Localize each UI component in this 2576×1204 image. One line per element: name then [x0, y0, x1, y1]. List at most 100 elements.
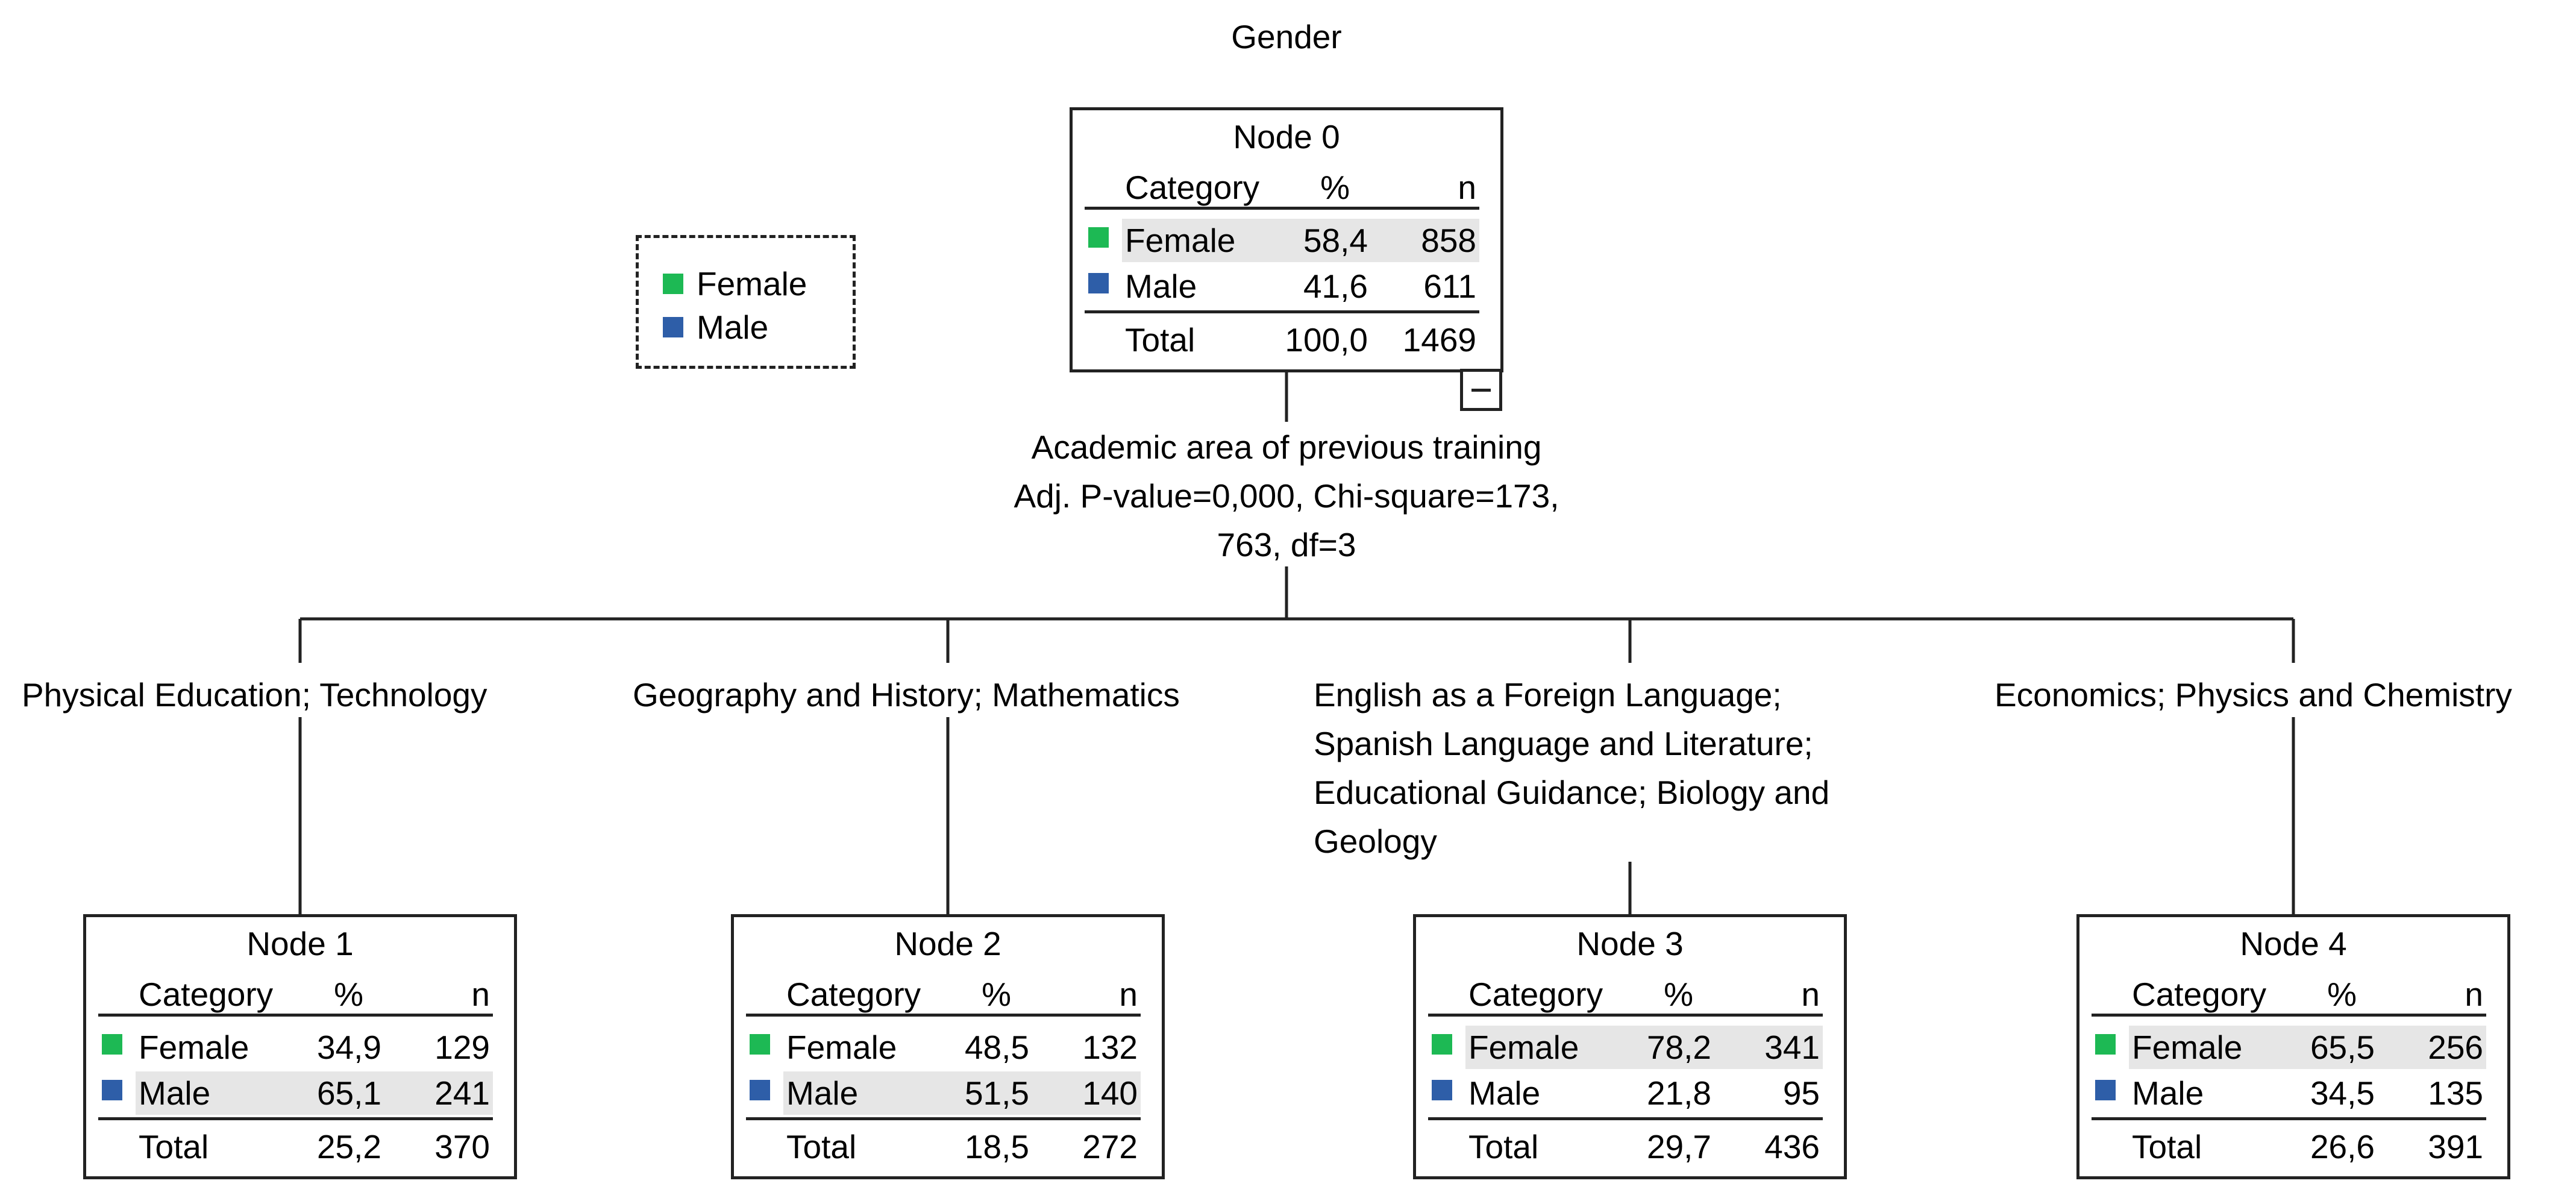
row-category: Male — [1468, 1074, 1541, 1112]
total-percent: 26,6 — [2310, 1128, 2375, 1165]
node-4[interactable]: Node 4 Category% n Female 65,5 256 Male 34,5 135… — [2076, 914, 2510, 1179]
female-swatch-icon — [102, 1034, 122, 1055]
header-rule — [1428, 1014, 1823, 1017]
female-swatch-icon — [663, 274, 683, 295]
column-header-category: Category — [2132, 976, 2267, 1013]
column-header-n: n — [1119, 976, 1138, 1013]
total-count: 272 — [1082, 1128, 1138, 1165]
header-rule — [2092, 1014, 2486, 1017]
header-rule — [1085, 207, 1479, 210]
total-percent: 18,5 — [964, 1128, 1029, 1165]
row-category: Female — [1468, 1029, 1579, 1066]
row-percent: 78,2 — [1646, 1029, 1711, 1066]
column-header-percent: % — [2327, 976, 2357, 1013]
total-rule — [746, 1117, 1141, 1120]
total-percent: 100,0 — [1285, 321, 1368, 359]
column-header-percent: % — [1320, 169, 1350, 206]
node-2[interactable]: Node 2 Category% n Female 48,5 132 Male 51,5 140… — [731, 914, 1165, 1179]
total-rule — [98, 1117, 493, 1120]
row-category: Male — [139, 1074, 211, 1112]
node-title: Node 0 — [1233, 118, 1340, 155]
female-swatch-icon — [2095, 1034, 2116, 1055]
row-percent: 58,4 — [1303, 222, 1368, 259]
column-header-n: n — [471, 976, 490, 1013]
female-swatch-icon — [1088, 227, 1109, 248]
row-count: 341 — [1764, 1029, 1820, 1066]
column-header-category: Category — [1125, 169, 1260, 206]
legend-item-female: Female — [663, 262, 807, 306]
male-swatch-icon — [1088, 273, 1109, 293]
row-count: 611 — [1423, 268, 1476, 305]
column-header-n: n — [1801, 976, 1820, 1013]
female-swatch-icon — [750, 1034, 770, 1055]
row-category: Female — [139, 1029, 249, 1066]
row-count: 858 — [1421, 222, 1476, 259]
male-swatch-icon — [1432, 1080, 1452, 1100]
split-stats-line-2: 763, df=3 — [1217, 526, 1356, 563]
legend-label: Male — [697, 309, 769, 346]
row-category: Female — [786, 1029, 897, 1066]
split-stats-line-1: Adj. P-value=0,000, Chi-square=173, — [1014, 477, 1559, 515]
row-highlight — [2129, 1026, 2486, 1069]
row-category: Male — [2132, 1074, 2204, 1112]
total-label: Total — [139, 1128, 209, 1165]
total-count: 370 — [434, 1128, 490, 1165]
column-header-n: n — [2465, 976, 2483, 1013]
split-variable-label: Academic area of previous training — [1031, 428, 1542, 466]
row-category: Male — [786, 1074, 859, 1112]
female-swatch-icon — [1432, 1034, 1452, 1055]
total-label: Total — [786, 1128, 857, 1165]
column-header-n: n — [1458, 169, 1476, 206]
total-label: Total — [1468, 1128, 1539, 1165]
branch-label: Educational Guidance; Biology and — [1314, 774, 1830, 811]
male-swatch-icon — [750, 1080, 770, 1100]
collapse-toggle-button[interactable] — [1460, 369, 1502, 411]
node-3[interactable]: Node 3 Category% n Female 78,2 341 Male 21,8 95 T… — [1413, 914, 1847, 1179]
minus-icon — [1471, 389, 1491, 392]
column-header-percent: % — [982, 976, 1011, 1013]
node-title: Node 1 — [246, 925, 354, 962]
row-percent: 41,6 — [1303, 268, 1368, 305]
header-rule — [98, 1014, 493, 1017]
diagram-title: Gender — [1231, 18, 1342, 55]
row-percent: 51,5 — [964, 1074, 1029, 1112]
node-title: Node 2 — [894, 925, 1001, 962]
column-header-category: Category — [786, 976, 921, 1013]
legend-item-male: Male — [663, 306, 768, 349]
row-count: 132 — [1082, 1029, 1138, 1066]
total-rule — [1085, 310, 1479, 313]
branch-label: English as a Foreign Language; — [1314, 676, 1782, 713]
total-rule — [1428, 1117, 1823, 1120]
node-title: Node 4 — [2240, 925, 2347, 962]
row-category: Male — [1125, 268, 1197, 305]
branch-label: Spanish Language and Literature; — [1314, 725, 1813, 762]
node-title: Node 3 — [1576, 925, 1684, 962]
total-rule — [2092, 1117, 2486, 1120]
row-category: Female — [1125, 222, 1236, 259]
row-percent: 34,5 — [2310, 1074, 2375, 1112]
row-count: 95 — [1782, 1074, 1820, 1112]
branch-label: Geography and History; Mathematics — [633, 676, 1180, 713]
male-swatch-icon — [2095, 1080, 2116, 1100]
row-count: 241 — [434, 1074, 490, 1112]
total-label: Total — [2132, 1128, 2202, 1165]
row-percent: 34,9 — [316, 1029, 381, 1066]
male-swatch-icon — [102, 1080, 122, 1100]
branch-label: Physical Education; Technology — [22, 676, 487, 713]
column-header-category: Category — [139, 976, 274, 1013]
row-count: 256 — [2428, 1029, 2483, 1066]
column-header-percent: % — [334, 976, 363, 1013]
total-count: 1469 — [1402, 321, 1476, 359]
total-label: Total — [1125, 321, 1196, 359]
row-category: Female — [2132, 1029, 2243, 1066]
row-percent: 65,5 — [2310, 1029, 2375, 1066]
total-count: 436 — [1764, 1128, 1820, 1165]
header-rule — [746, 1014, 1141, 1017]
row-highlight — [783, 1071, 1141, 1115]
node-1[interactable]: Node 1 Category% n Female 34,9 129 Male 65,1 241… — [83, 914, 517, 1179]
column-header-percent: % — [1664, 976, 1693, 1013]
node-0[interactable]: Node 0 Category% n Female 58,4 858 Male 41,6 611… — [1070, 107, 1503, 372]
row-highlight — [136, 1071, 493, 1115]
